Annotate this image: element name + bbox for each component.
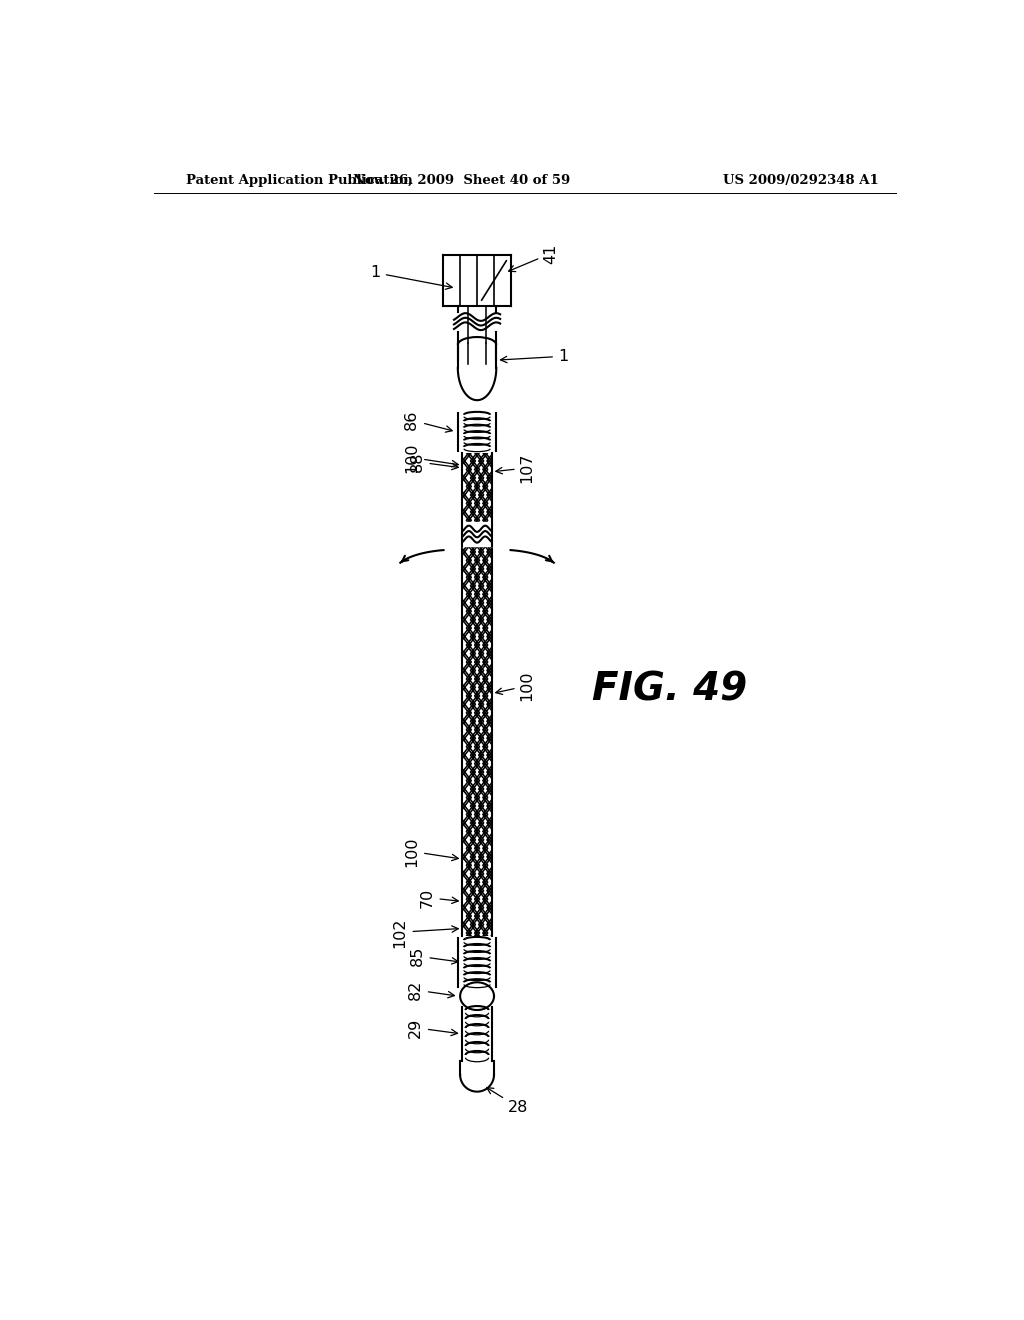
Text: 100: 100 (404, 836, 459, 867)
Text: 88: 88 (410, 451, 459, 473)
Text: 28: 28 (486, 1088, 528, 1114)
Text: US 2009/0292348 A1: US 2009/0292348 A1 (723, 174, 879, 187)
Text: 107: 107 (496, 453, 535, 483)
Text: FIG. 49: FIG. 49 (592, 671, 748, 709)
Text: 1: 1 (501, 348, 568, 364)
Text: 29: 29 (408, 1018, 458, 1038)
Text: Patent Application Publication: Patent Application Publication (186, 174, 413, 187)
Text: 1: 1 (371, 265, 453, 289)
Text: 70: 70 (420, 887, 459, 908)
Text: 85: 85 (410, 946, 459, 966)
Text: 100: 100 (496, 671, 535, 701)
Text: 102: 102 (392, 917, 459, 948)
Text: Nov. 26, 2009  Sheet 40 of 59: Nov. 26, 2009 Sheet 40 of 59 (353, 174, 570, 187)
Text: 41: 41 (509, 243, 558, 272)
Text: 100: 100 (404, 442, 459, 473)
Text: 86: 86 (404, 411, 453, 432)
Text: 82: 82 (408, 979, 455, 1001)
